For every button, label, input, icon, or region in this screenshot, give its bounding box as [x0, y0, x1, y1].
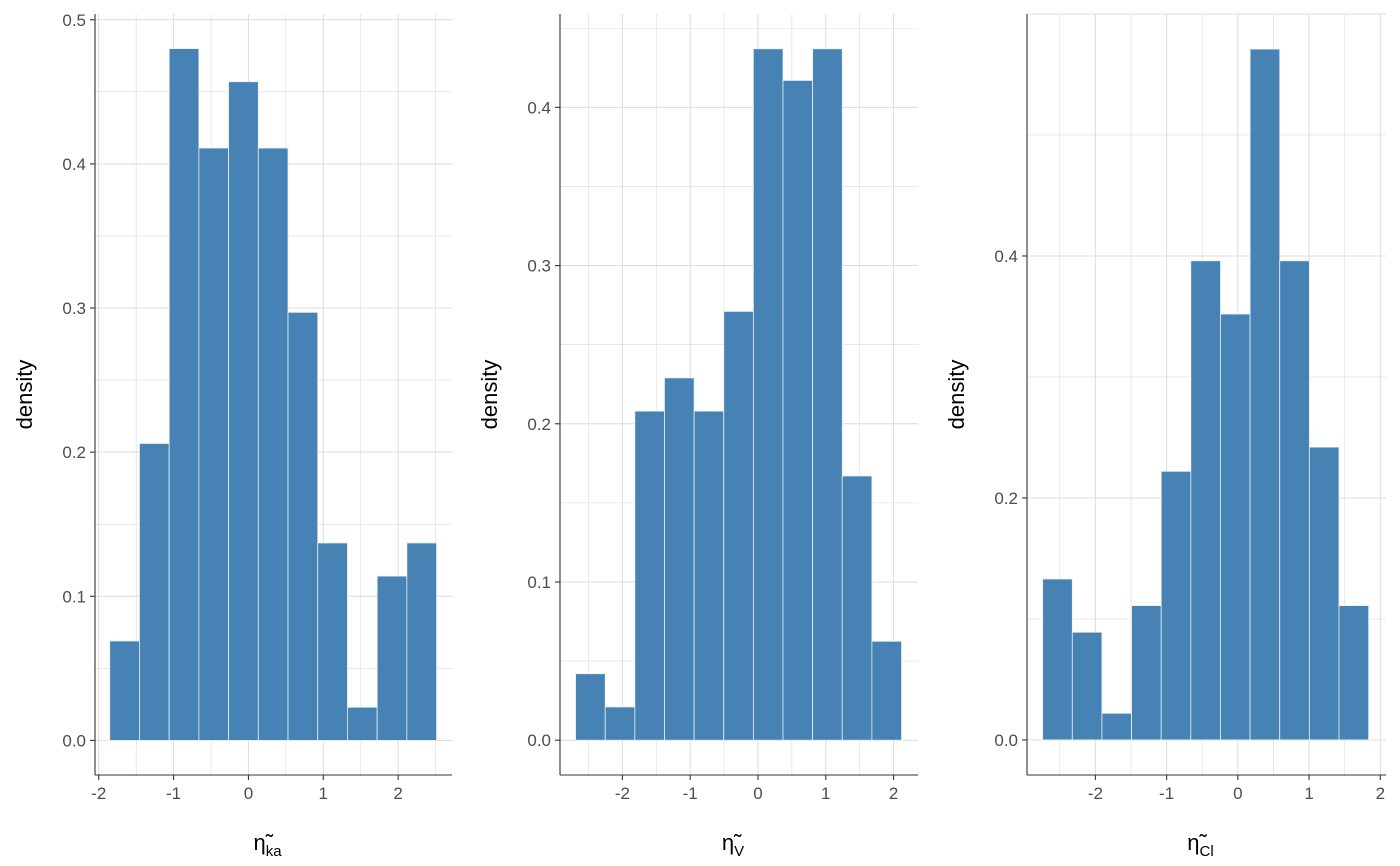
histogram-bar [1190, 260, 1221, 741]
y-tick-label: 0.4 [994, 247, 1018, 266]
histogram-bar [406, 542, 437, 741]
y-axis-label: density [12, 360, 37, 430]
histogram-bar [841, 475, 873, 741]
histogram-bar [693, 410, 725, 741]
y-tick-label: 0.1 [62, 587, 86, 606]
histogram-bar [871, 640, 902, 741]
histogram-bar [228, 81, 259, 741]
x-tick-label: 2 [889, 784, 898, 803]
histogram-bar [376, 575, 408, 741]
histogram-bar [575, 673, 606, 741]
x-tick-label: 0 [753, 784, 762, 803]
y-tick-label: 0.2 [994, 489, 1018, 508]
histogram-bar [782, 80, 814, 741]
y-tick-label: 0.4 [62, 155, 86, 174]
x-tick-label: -1 [1159, 784, 1174, 803]
y-tick-label: 0.1 [527, 573, 551, 592]
x-tick-label: 2 [1376, 784, 1385, 803]
histogram-bar [1101, 712, 1132, 741]
x-tick-label: 2 [393, 784, 402, 803]
histogram-bar [812, 48, 843, 741]
histogram-bar [168, 48, 200, 741]
x-axis-label: η̃ka [253, 830, 282, 860]
histogram-bar [1131, 605, 1162, 741]
x-tick-label: 1 [821, 784, 830, 803]
x-axis-label-subscript: V [734, 843, 744, 860]
x-tick-label: 1 [319, 784, 328, 803]
x-tick-label: -2 [615, 784, 630, 803]
y-axis-label: density [944, 360, 969, 430]
histogram-bar [752, 48, 784, 741]
y-tick-label: 0.5 [62, 11, 86, 30]
x-tick-label: -2 [91, 784, 106, 803]
histogram-bar [198, 147, 229, 741]
x-tick-label: 1 [1304, 784, 1313, 803]
y-tick-label: 0.0 [994, 731, 1018, 750]
histogram-bar [664, 377, 695, 741]
histogram-bar [1338, 605, 1370, 741]
histogram-bar [257, 147, 289, 741]
x-tick-label: 0 [1233, 784, 1242, 803]
histogram-bar [1249, 48, 1281, 741]
histogram-bar [347, 706, 378, 741]
histogram-bar [634, 410, 665, 741]
y-tick-label: 0.3 [62, 299, 86, 318]
y-tick-label: 0.4 [527, 98, 551, 117]
histogram-bar [1071, 631, 1103, 741]
x-axis-label-subscript: ka [266, 843, 283, 860]
histogram-bar [317, 542, 348, 741]
x-tick-label: -2 [1088, 784, 1103, 803]
y-tick-label: 0.0 [527, 731, 551, 750]
histogram-bar [1308, 446, 1340, 741]
y-tick-label: 0.0 [62, 731, 86, 750]
y-tick-label: 0.2 [62, 443, 86, 462]
histogram-bar [139, 443, 170, 741]
panel-ka: -2 -1 0 1 2 0.0 0.1 0.2 0.3 0.4 0.5 density η̃ka [12, 11, 452, 860]
x-tick-label: -1 [683, 784, 698, 803]
histogram-bar [287, 311, 319, 741]
x-tick-label: 0 [244, 784, 253, 803]
x-axis-label: η̃V [722, 830, 744, 860]
histogram-bar [1042, 578, 1073, 741]
y-axis-label: density [477, 360, 502, 430]
histogram-bar [109, 640, 140, 741]
x-axis-label: η̃Cl [1187, 830, 1213, 860]
histogram-bar [1279, 260, 1310, 741]
panel-cl: -2 -1 0 1 2 0.0 0.2 0.4 density η̃Cl [944, 13, 1386, 860]
histogram-bar [1220, 313, 1251, 741]
y-tick-label: 0.2 [527, 415, 551, 434]
histogram-bar [1160, 470, 1192, 741]
x-tick-label: -1 [166, 784, 181, 803]
panel-v: -2 -1 0 1 2 0.0 0.1 0.2 0.3 0.4 density η̃V [477, 14, 918, 860]
histogram-bar [723, 311, 754, 741]
histogram-bar [604, 706, 636, 741]
y-tick-label: 0.3 [527, 257, 551, 276]
x-axis-label-subscript: Cl [1200, 843, 1214, 860]
